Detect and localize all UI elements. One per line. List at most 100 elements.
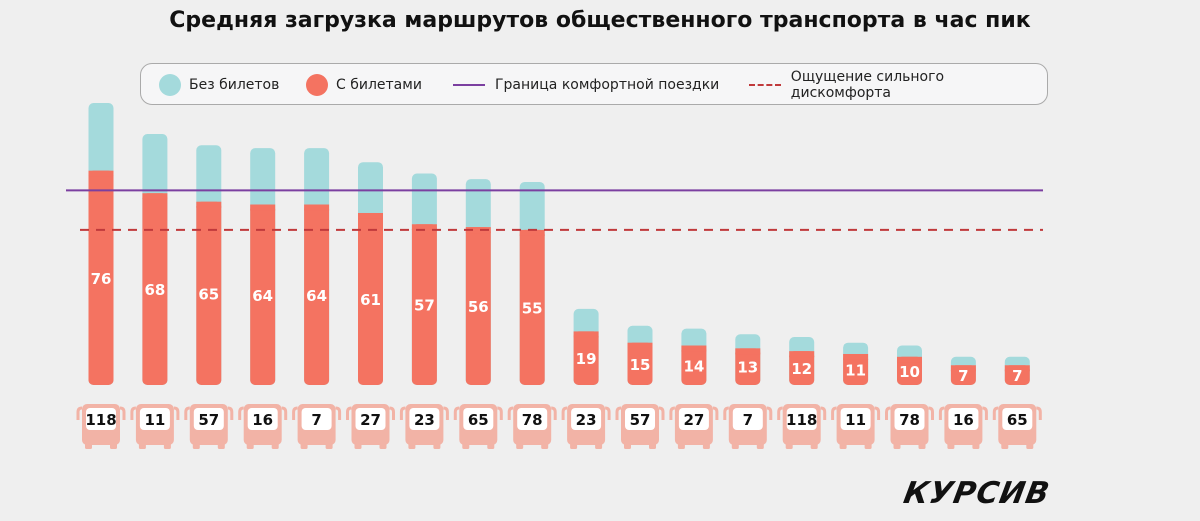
bar-segment-ticket-top bbox=[789, 351, 815, 358]
tick-label: 78 bbox=[522, 411, 543, 429]
bus-wheel bbox=[379, 443, 387, 449]
bus-wheel bbox=[702, 443, 710, 449]
bus-mirror bbox=[723, 406, 773, 420]
bus-window bbox=[678, 408, 709, 430]
legend-item-discomfort-line: Ощущение сильного дискомфорта bbox=[749, 64, 1047, 106]
bar-segment-ticket bbox=[897, 356, 922, 385]
bus-window bbox=[571, 408, 602, 430]
bus-wheel bbox=[864, 443, 872, 449]
tick-label: 57 bbox=[630, 411, 651, 429]
bar-segment-ticket bbox=[142, 193, 168, 385]
bus-wheel bbox=[433, 443, 441, 449]
data-label: 56 bbox=[468, 298, 489, 316]
data-label: 55 bbox=[522, 299, 543, 317]
data-label: 65 bbox=[198, 285, 219, 303]
bus-window bbox=[732, 408, 763, 430]
data-label: 15 bbox=[630, 356, 651, 374]
bus-mirror bbox=[399, 406, 449, 420]
bar-segment-ticket-top bbox=[681, 345, 707, 352]
legend-item-comfort-line: Граница комфортной поездки bbox=[453, 64, 719, 106]
bus-window bbox=[139, 408, 170, 430]
legend-item-ticket: С билетами bbox=[306, 64, 422, 106]
bus-wheel bbox=[810, 443, 818, 449]
legend-item-no-ticket: Без билетов bbox=[159, 64, 279, 106]
bar-segment-ticket bbox=[465, 227, 491, 385]
tick-label: 7 bbox=[311, 411, 321, 429]
bar-segment-ticket bbox=[196, 201, 222, 385]
bus-window bbox=[86, 408, 116, 430]
data-label: 19 bbox=[576, 350, 597, 368]
bus-wheel bbox=[972, 443, 980, 449]
bar-segment-ticket bbox=[88, 170, 114, 385]
bus-mirror bbox=[292, 406, 342, 420]
bus-wheel bbox=[570, 443, 578, 449]
data-label: 64 bbox=[306, 287, 327, 305]
bus-wheel bbox=[325, 443, 333, 449]
tick-label: 16 bbox=[953, 411, 974, 429]
bus-mirror bbox=[346, 406, 395, 420]
bus-wheel bbox=[192, 443, 200, 449]
tick-label: 23 bbox=[414, 411, 435, 429]
tick-label: 7 bbox=[743, 411, 753, 429]
bar-segment-ticket-top bbox=[897, 356, 922, 363]
bus-wheel bbox=[516, 443, 524, 449]
data-label: 12 bbox=[791, 360, 812, 378]
bus-wheel bbox=[918, 443, 926, 449]
bar-segment-ticket bbox=[573, 331, 599, 385]
legend: Без билетов С билетами Граница комфортно… bbox=[140, 63, 1048, 105]
bar-segment-ticket-top bbox=[519, 229, 545, 236]
bus-mirror bbox=[238, 406, 288, 420]
bus-mirror bbox=[669, 406, 719, 420]
bus-window bbox=[1002, 408, 1033, 430]
bus-wheel bbox=[246, 443, 254, 449]
bar-segment-ticket-top bbox=[735, 348, 761, 355]
bar-segment-ticket-top bbox=[250, 204, 276, 211]
bus-window bbox=[355, 408, 386, 430]
bus-mirror bbox=[507, 406, 557, 420]
bar-segment-ticket bbox=[681, 345, 707, 385]
bus-mirror bbox=[184, 406, 234, 420]
chart-title: Средняя загрузка маршрутов общественного… bbox=[169, 8, 1031, 33]
data-label: 64 bbox=[252, 287, 273, 305]
bus-wheel bbox=[217, 443, 225, 449]
logo: КУРСИВ bbox=[901, 476, 1054, 511]
bar-segment-ticket bbox=[627, 342, 653, 385]
bus-wheel bbox=[541, 443, 549, 449]
data-label: 57 bbox=[414, 297, 435, 315]
bus-wheel bbox=[785, 443, 793, 449]
bus-window bbox=[301, 408, 332, 430]
bar-segment-ticket bbox=[250, 204, 276, 385]
bus-wheel bbox=[138, 443, 146, 449]
data-label: 68 bbox=[144, 281, 165, 299]
bus-wheel bbox=[677, 443, 685, 449]
bus-window bbox=[786, 408, 817, 430]
bar-segment-ticket bbox=[843, 353, 869, 385]
data-label: 76 bbox=[91, 270, 112, 288]
bus-wheel bbox=[300, 443, 308, 449]
bus-mirror bbox=[561, 406, 611, 420]
bus-window bbox=[517, 408, 548, 430]
bus-window bbox=[409, 408, 440, 430]
bus-wheel bbox=[462, 443, 470, 449]
bus-wheel bbox=[731, 443, 739, 449]
bus-window bbox=[840, 408, 871, 430]
tick-label: 23 bbox=[576, 411, 597, 429]
bus-mirror bbox=[76, 406, 126, 420]
bus-wheel bbox=[271, 443, 279, 449]
bar-segment-ticket-top bbox=[142, 193, 168, 200]
tick-label: 118 bbox=[786, 411, 817, 429]
data-label: 13 bbox=[737, 359, 758, 377]
bus-wheel bbox=[624, 443, 631, 449]
bus-window bbox=[948, 408, 979, 430]
bar-segment-ticket bbox=[519, 229, 545, 385]
tick-label: 78 bbox=[899, 411, 920, 429]
bus-window bbox=[625, 408, 655, 430]
bar-segment-ticket-top bbox=[1004, 365, 1030, 372]
bar-segment-ticket bbox=[304, 204, 330, 385]
tick-label: 65 bbox=[1007, 411, 1028, 429]
data-label: 7 bbox=[1012, 367, 1022, 385]
bus-mirror bbox=[831, 406, 881, 420]
bus-window bbox=[463, 408, 494, 430]
